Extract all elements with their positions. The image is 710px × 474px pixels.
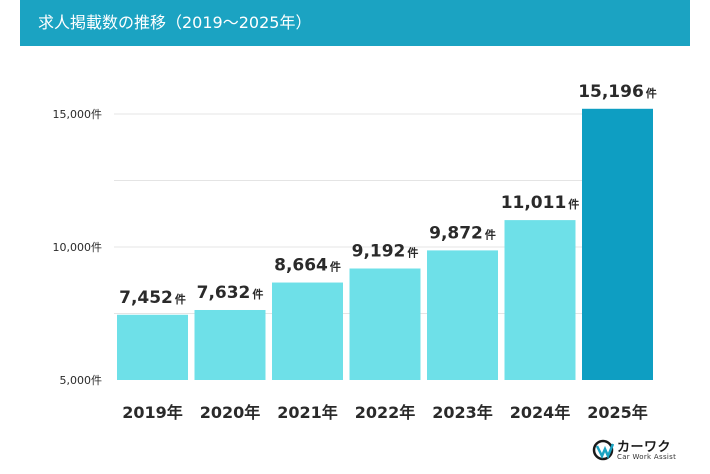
x-tick-label: 2021年 [277,403,338,422]
bar [427,250,498,380]
bar [349,268,421,380]
bar [117,314,188,380]
x-tick-label: 2022年 [355,403,416,422]
x-tick-label: 2019年 [122,403,183,422]
logo: カーワク Car Work Assist [592,436,692,466]
logo-subtext: Car Work Assist [617,453,677,461]
data-label: 9,192 件 [352,241,419,261]
bar [582,108,653,380]
logo-text: カーワク [617,440,672,455]
y-tick-label: 10,000件 [53,241,103,254]
car-work-logo-icon [592,439,614,461]
bar [194,309,266,380]
data-label: 8,664 件 [274,256,341,276]
x-tick-label: 2024年 [510,403,571,422]
x-tick-label: 2025年 [587,403,648,422]
data-label: 7,632 件 [197,283,264,303]
y-tick-label: 5,000件 [60,374,103,387]
data-label: 9,872 件 [429,223,496,243]
data-label: 7,452 件 [119,288,186,308]
bar [504,220,576,380]
bar [272,282,343,380]
data-label: 11,011 件 [501,193,580,213]
x-tick-label: 2020年 [200,403,261,422]
data-label: 15,196 件 [578,82,657,102]
x-tick-label: 2023年 [432,403,493,422]
y-tick-label: 15,000件 [53,108,103,121]
chart-title: 求人掲載数の推移（2019～2025年） [20,0,690,46]
